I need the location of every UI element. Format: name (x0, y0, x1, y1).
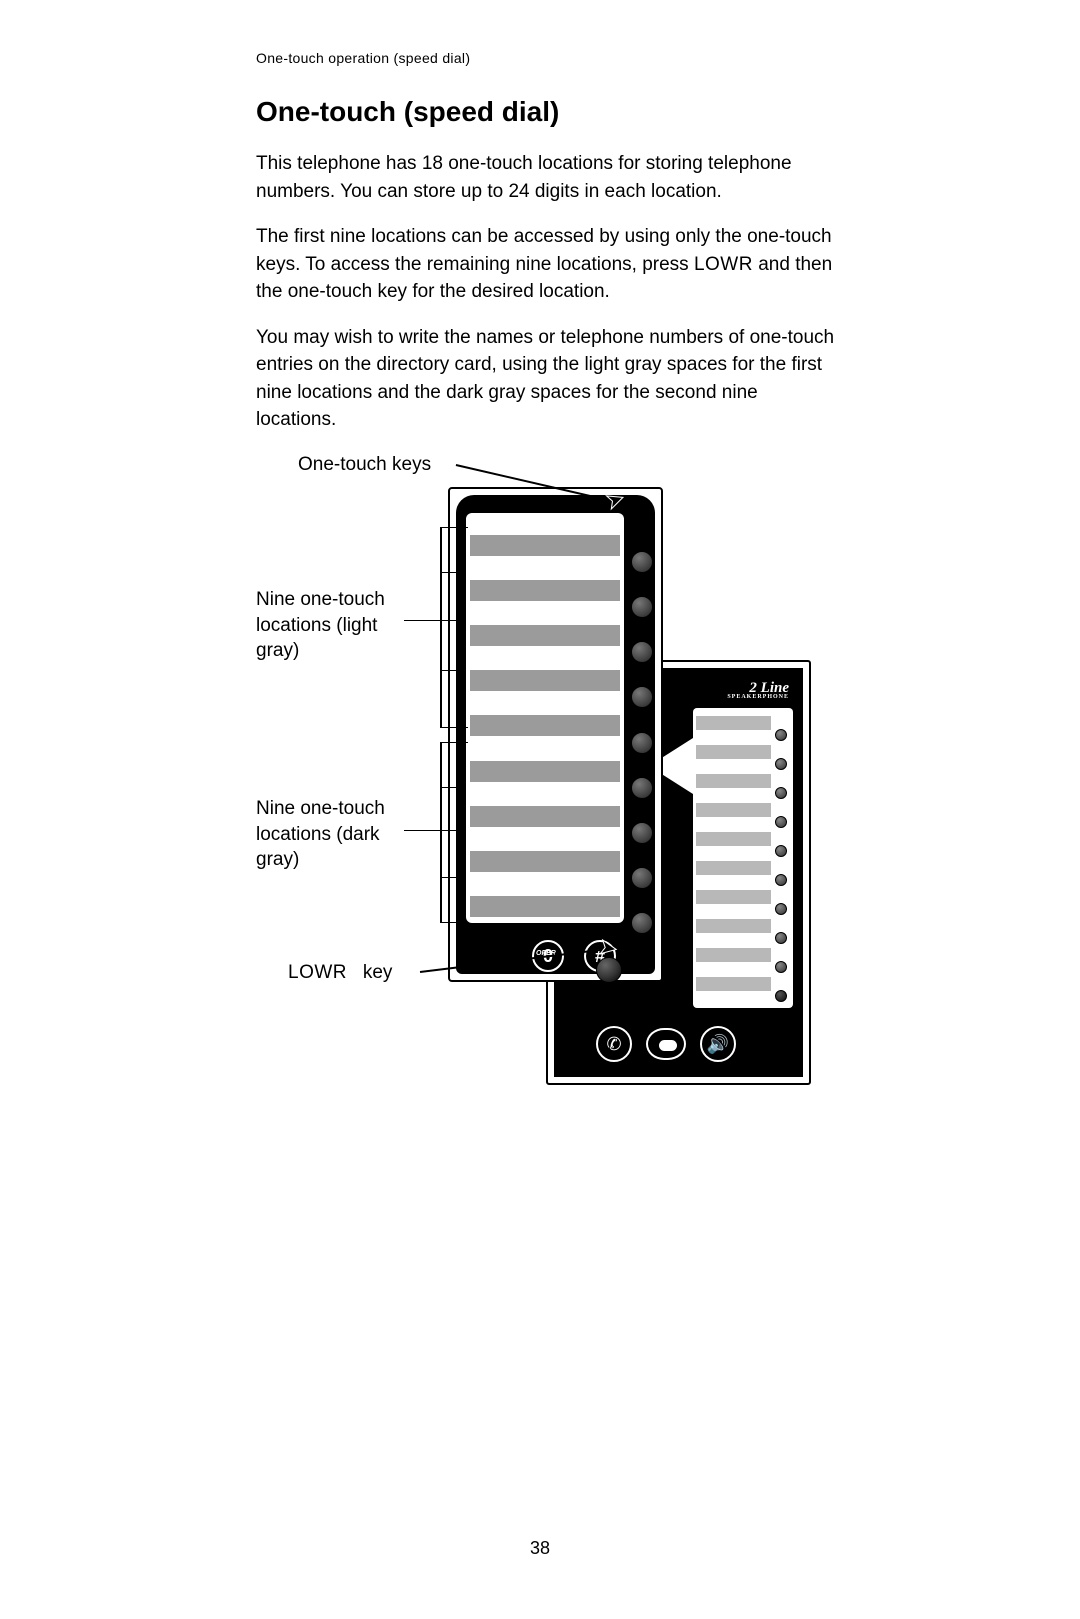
side-stripe-9 (696, 948, 771, 962)
leader-dark-mid1 (440, 787, 464, 789)
one-touch-button-1 (631, 551, 653, 573)
leader-dark-bracket-bottom (440, 922, 468, 924)
side-one-touch-button-10 (775, 990, 787, 1002)
side-stripe-7 (696, 890, 771, 904)
leader-light-bracket-v (440, 527, 442, 727)
main-stripe-7 (470, 806, 620, 827)
side-one-touch-button-7 (775, 903, 787, 915)
side-stripe-10 (696, 977, 771, 991)
side-one-touch-button-9 (775, 961, 787, 973)
side-stripe-6 (696, 861, 771, 875)
phone-main-body: OPER 0 # (456, 495, 655, 974)
phone-main-panel: OPER 0 # (448, 487, 663, 982)
paragraph-3: You may wish to write the names or telep… (256, 324, 836, 434)
one-touch-button-4 (631, 686, 653, 708)
one-touch-button-6 (631, 777, 653, 799)
main-stripe-3 (470, 625, 620, 646)
page-number: 38 (530, 1538, 550, 1559)
label-one-touch-keys: One-touch keys (298, 452, 431, 478)
side-model-label: 2 Line SPEAKERPHONE (727, 682, 789, 701)
side-notch (781, 1040, 795, 1043)
main-stripe-8 (470, 851, 620, 872)
main-stripe-4 (470, 670, 620, 691)
main-stripe-1 (470, 535, 620, 556)
leader-light-mid1 (440, 572, 464, 574)
label-lowr-key: LOWR key (288, 960, 392, 986)
one-touch-button-3 (631, 641, 653, 663)
side-one-touch-button-6 (775, 874, 787, 886)
side-stripe-8 (696, 919, 771, 933)
one-touch-button-7 (631, 822, 653, 844)
main-stripe-6 (470, 761, 620, 782)
leader-light-bracket-top (440, 527, 468, 529)
label-dark-gray: Nine one-touch locations (dark gray) (256, 796, 426, 873)
leader-dark-bracket-top (440, 742, 468, 744)
side-stripe-4 (696, 803, 771, 817)
main-stripe-2 (470, 580, 620, 601)
side-stripe-5 (696, 832, 771, 846)
headset-icon: ✆ (596, 1026, 632, 1062)
section-breadcrumb: One-touch operation (speed dial) (256, 50, 836, 66)
one-touch-button-9 (631, 912, 653, 934)
one-touch-button-5 (631, 732, 653, 754)
leader-dark-mid2 (440, 830, 464, 832)
side-one-touch-button-1 (775, 729, 787, 741)
label-light-gray: Nine one-touch locations (light gray) (256, 587, 426, 664)
leader-dark-to-label (404, 830, 440, 832)
leader-light-mid3 (440, 670, 464, 672)
speaker-icon: 🔊 (700, 1026, 736, 1062)
side-stripe-1 (696, 716, 771, 730)
main-stripe-5 (470, 715, 620, 736)
side-subtitle-text: SPEAKERPHONE (727, 695, 789, 700)
leader-light-mid2 (440, 620, 464, 622)
side-one-touch-button-5 (775, 845, 787, 857)
one-touch-button-8 (631, 867, 653, 889)
side-directory-card (693, 708, 793, 1008)
side-one-touch-button-2 (775, 758, 787, 770)
leader-dark-mid3 (440, 877, 464, 879)
label-lowr-keyword: LOWR (288, 962, 347, 983)
main-stripe-9 (470, 896, 620, 917)
one-touch-button-2 (631, 596, 653, 618)
side-stripe-2 (696, 745, 771, 759)
lowr-inline-keyword: LOWR (694, 254, 753, 275)
paragraph-1: This telephone has 18 one-touch location… (256, 150, 836, 205)
side-stripe-3 (696, 774, 771, 788)
main-directory-card (466, 513, 624, 923)
side-one-touch-button-3 (775, 787, 787, 799)
leader-light-bracket-bottom (440, 727, 468, 729)
side-one-touch-button-8 (775, 932, 787, 944)
leader-light-to-label (404, 620, 440, 622)
page-title: One-touch (speed dial) (256, 96, 836, 128)
label-lowr-word-key: key (363, 962, 393, 983)
leader-dark-bracket-v (440, 742, 442, 922)
phone-diagram: One-touch keys Nine one-touch locations … (256, 452, 836, 1112)
paragraph-2: The first nine locations can be accessed… (256, 223, 836, 306)
hold-button-icon (646, 1028, 686, 1060)
side-one-touch-button-4 (775, 816, 787, 828)
